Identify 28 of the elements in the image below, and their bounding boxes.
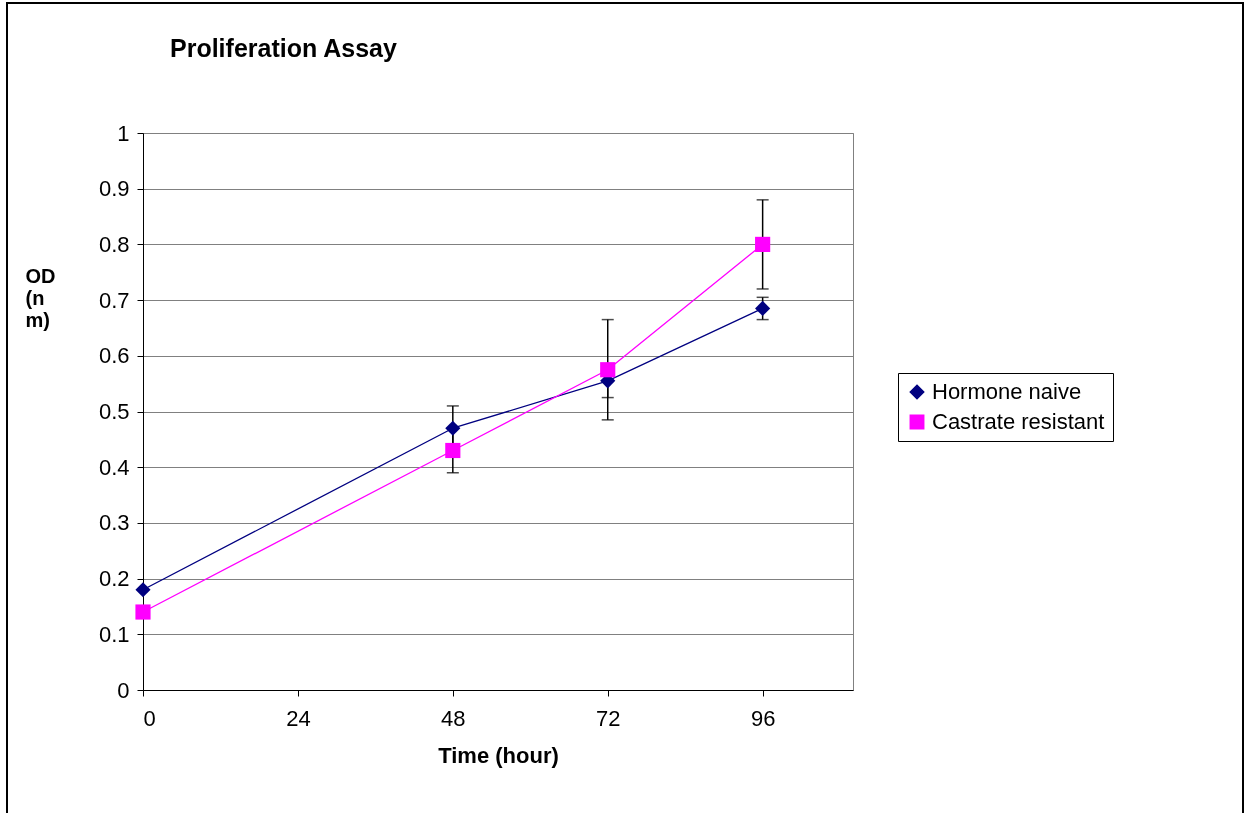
y-tick-label: 0.2 [98,566,130,592]
y-tick-label: 0 [117,677,130,703]
x-tick-label: 48 [441,705,466,731]
point [600,362,616,378]
y-tick-label: 0.3 [98,510,130,536]
y-tick-label: 0.8 [98,231,130,257]
point [135,582,151,598]
point [445,420,461,436]
point [135,604,151,620]
x-axis-title: Time (hour) [438,742,559,768]
y-tick-label: 0.7 [98,287,130,313]
point [445,442,461,459]
point [755,236,771,252]
y-axis-title: OD (nm) [25,264,56,331]
x-tick-label: 72 [595,705,621,731]
x-tick-label: 0 [143,705,156,731]
y-tick-label: 1 [117,120,130,146]
y-tick-label: 0.9 [98,176,130,202]
x-tick-label: 24 [286,705,311,731]
y-tick-label: 0.6 [98,343,130,369]
legend-label: Castrate resistant [932,409,1105,434]
y-tick-label: 0.4 [98,454,130,480]
y-tick-label: 0.5 [98,399,130,424]
point [755,300,771,317]
x-tick-label: 96 [750,705,776,731]
legend-label: Hormone naive [932,379,1082,404]
chart-title: Proliferation Assay [170,34,398,62]
y-tick-label: 0.1 [98,621,130,647]
